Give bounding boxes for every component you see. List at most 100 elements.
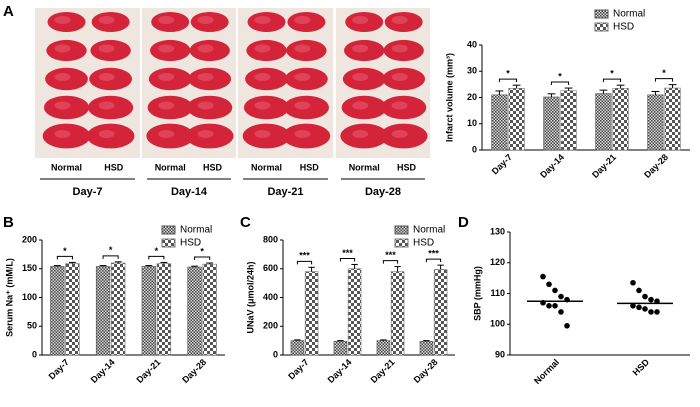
y-axis-label: SBP (mmHg) (472, 266, 482, 321)
significance-bracket (498, 78, 518, 83)
legend-swatch (594, 22, 609, 32)
group-label: Normal (155, 162, 186, 172)
y-tick-label: 110 (490, 288, 505, 298)
x-tick-label: Normal (532, 357, 561, 386)
brain-highlight (254, 101, 271, 110)
significance-bracket (425, 258, 442, 263)
x-tick-label: Day-7 (47, 357, 71, 381)
x-tick-label: Day-21 (590, 152, 618, 180)
point (558, 293, 564, 300)
significance-bracket (602, 78, 622, 83)
point (648, 296, 654, 303)
brain-highlight (391, 44, 408, 53)
bar (111, 262, 126, 356)
significance: *** (385, 250, 396, 260)
group-label: Normal (251, 162, 282, 172)
legend-swatch (394, 225, 409, 235)
bar (187, 266, 202, 356)
bar (390, 271, 405, 356)
panel-label: D (458, 214, 469, 231)
brain-highlight (197, 16, 214, 24)
y-tick-label: 10 (467, 118, 477, 128)
brain-highlight (158, 44, 175, 53)
legend-swatch (594, 9, 609, 19)
bar (156, 263, 172, 356)
brain-highlight (54, 130, 71, 138)
point (546, 281, 552, 288)
brain-highlight (294, 16, 311, 24)
day-label: Day-28 (365, 186, 401, 198)
point (654, 309, 660, 315)
y-tick-label: 600 (263, 263, 278, 273)
x-tick-label: Day-21 (369, 357, 397, 385)
brain-highlight (391, 130, 408, 138)
point (630, 279, 636, 286)
brain-highlight (98, 130, 115, 138)
brain-highlight (54, 44, 71, 53)
significance: *** (342, 248, 353, 258)
legend-swatch (161, 238, 176, 248)
brain-highlight (294, 130, 311, 138)
brain-highlight (158, 101, 175, 110)
significance-bracket (550, 81, 570, 86)
day-label: Day-21 (267, 186, 303, 198)
significance: * (506, 69, 510, 79)
point (636, 287, 642, 294)
y-tick-label: 800 (263, 234, 278, 244)
y-tick-label: 90 (495, 349, 505, 359)
significance: * (63, 246, 67, 256)
point (636, 304, 642, 311)
significance-bracket (296, 260, 313, 265)
point (648, 309, 654, 315)
group-label: HSD (104, 162, 124, 172)
significance-bracket (148, 255, 165, 260)
brain-highlight (98, 101, 115, 110)
group-label: HSD (397, 162, 417, 172)
bar (419, 341, 434, 356)
y-tick-label: 0 (273, 349, 278, 359)
bar (290, 340, 305, 356)
x-tick-label: Day-21 (135, 357, 163, 385)
brain-highlight (391, 73, 408, 81)
y-axis-label: Infarct volume (mm³) (444, 53, 454, 142)
point (540, 273, 546, 280)
brain-highlight (254, 73, 271, 81)
point (642, 293, 648, 300)
y-tick-label: 120 (490, 257, 505, 267)
legend-label: HSD (613, 22, 634, 33)
point (546, 303, 552, 309)
legend-label: Normal (180, 225, 212, 236)
brain-highlight (197, 44, 214, 53)
brain-highlight (391, 16, 408, 24)
y-tick-label: 50 (27, 321, 37, 331)
bar (333, 341, 348, 356)
y-tick-label: 40 (467, 39, 477, 49)
bar (347, 268, 362, 356)
significance-bracket (56, 255, 73, 260)
bar (65, 263, 80, 356)
brain-highlight (254, 130, 271, 138)
significance-bracket (382, 260, 399, 264)
panel-label: A (3, 3, 14, 20)
group-label: Normal (51, 162, 82, 172)
brain-highlight (98, 44, 115, 53)
group-label: HSD (203, 162, 223, 172)
x-tick-label: HSD (631, 357, 652, 378)
bar (560, 90, 577, 151)
significance: * (155, 246, 159, 256)
bar (595, 93, 612, 151)
day-label: Day-7 (73, 186, 103, 198)
group-label: Normal (349, 162, 380, 172)
x-tick-label: Day-28 (642, 152, 670, 180)
y-tick-label: 0 (472, 144, 477, 154)
brain-highlight (391, 101, 408, 110)
legend-label: HSD (413, 238, 434, 249)
brain-highlight (294, 44, 311, 53)
y-axis-label: UNaV (μmol/24h) (245, 261, 255, 333)
y-tick-label: 200 (22, 234, 37, 244)
point (630, 303, 636, 309)
brain-highlight (158, 73, 175, 81)
bar (612, 88, 629, 151)
x-tick-label: Day-7 (286, 357, 310, 381)
brain-highlight (352, 16, 369, 24)
